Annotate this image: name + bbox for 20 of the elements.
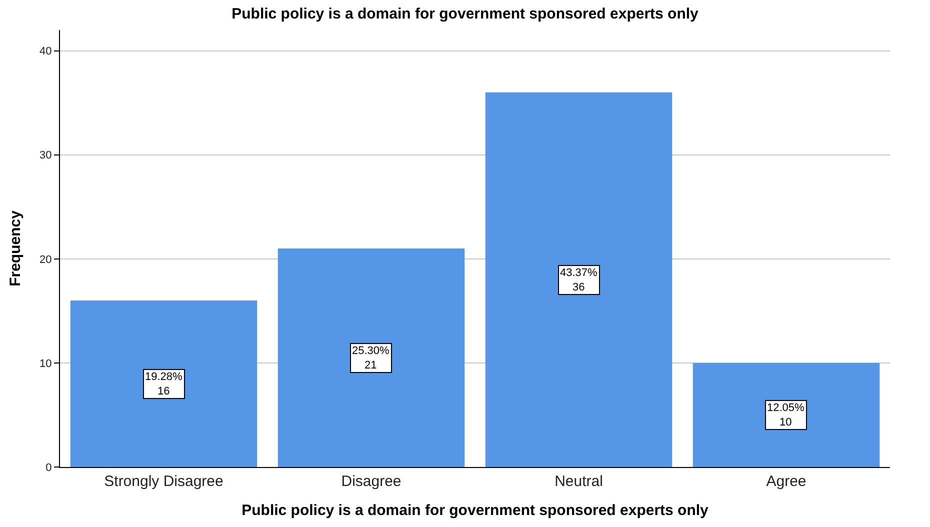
y-tick-label: 30: [40, 150, 52, 162]
x-axis-title: Public policy is a domain for government sponsored experts only: [242, 502, 710, 519]
x-tick-label: Neutral: [554, 473, 603, 490]
x-tick-label: Strongly Disagree: [104, 473, 224, 490]
data-label: 12.05% 10: [767, 402, 805, 428]
bar: [692, 362, 880, 467]
y-tick-label: 10: [40, 358, 52, 370]
bar: [70, 300, 258, 467]
y-tick-label: 40: [40, 46, 52, 58]
x-tick-label: Agree: [766, 473, 806, 490]
data-label: 25.30% 21: [352, 345, 390, 372]
bar: [278, 248, 465, 467]
y-axis-title: Frequency: [6, 210, 24, 286]
chart-title: Public policy is a domain for government sponsored experts only: [232, 5, 700, 22]
data-label: 19.28% 16: [145, 371, 183, 398]
y-tick-label: 20: [40, 254, 52, 266]
data-label: 43.37% 36: [560, 267, 598, 294]
x-tick-label: Disagree: [341, 473, 402, 490]
bar: [485, 92, 672, 467]
y-tick-label: 0: [46, 462, 52, 474]
